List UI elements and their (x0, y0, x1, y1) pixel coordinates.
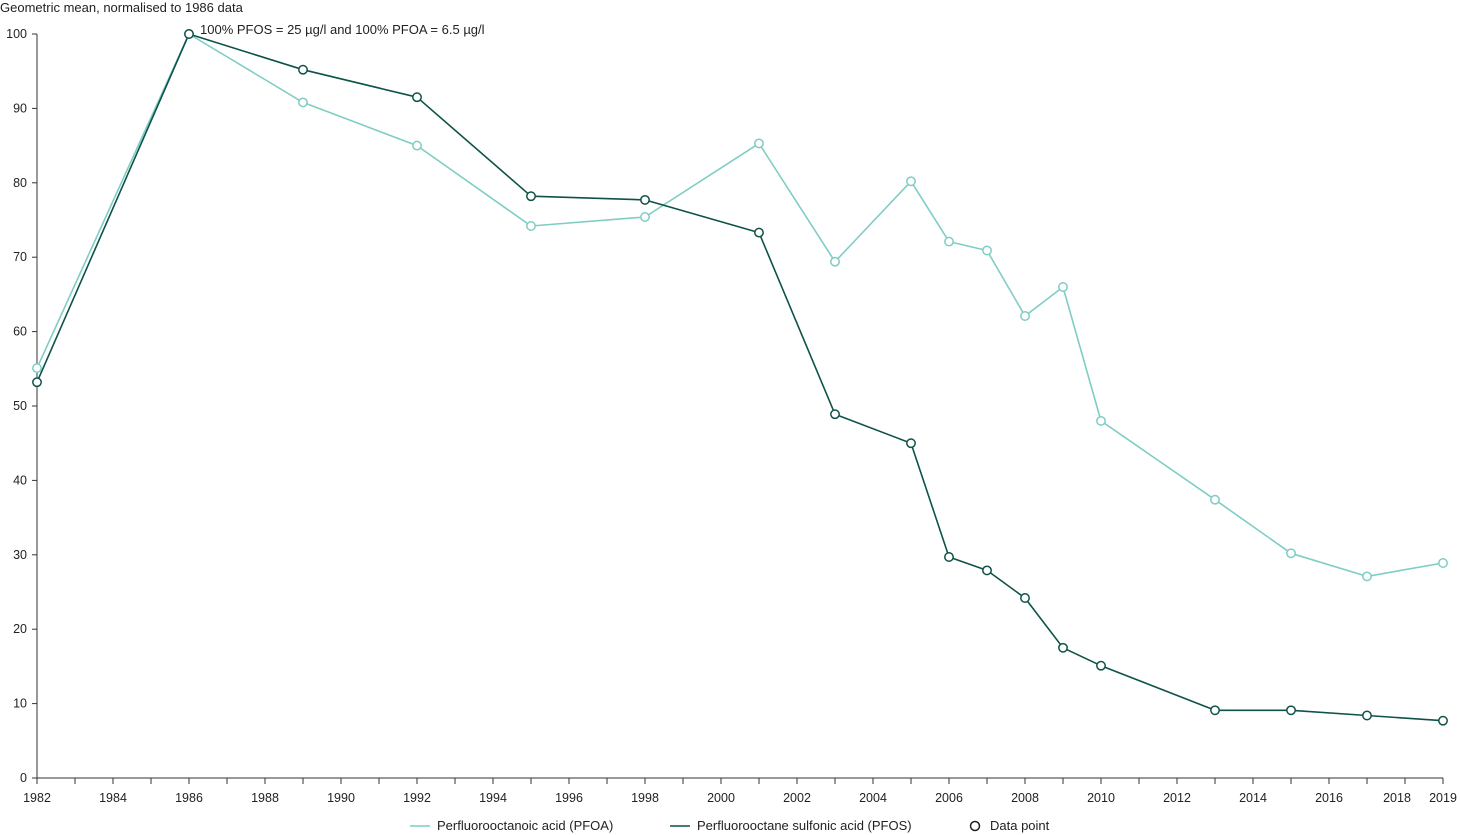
data-point-pfoa (1096, 415, 1106, 426)
legend: Perfluorooctanoic acid (PFOA) Perfluoroo… (410, 818, 1050, 833)
x-tick-label: 2019 (1429, 791, 1457, 805)
data-point-pfoa (298, 97, 308, 108)
data-point-pfos (754, 227, 764, 238)
data-point-pfoa (1058, 282, 1068, 292)
y-tick-label: 80 (13, 176, 27, 190)
data-point-pfos (830, 409, 840, 420)
data-point-pfoa (982, 245, 992, 256)
legend-marker-data-point (969, 820, 981, 832)
y-axis: 0 10 20 30 40 50 60 70 80 90 100 (6, 27, 38, 785)
y-tick-label: 0 (20, 771, 27, 785)
data-point-pfos (1438, 715, 1448, 726)
data-point-pfos (526, 191, 536, 202)
x-tick-label: 2004 (859, 791, 887, 805)
x-axis: 1982 1984 1986 1988 1990 1992 1994 1996 1998 2000… (23, 777, 1457, 805)
data-point-pfos (298, 64, 308, 75)
x-tick-label: 2012 (1163, 791, 1191, 805)
x-tick-label: 1990 (327, 791, 355, 805)
data-point-pfos (906, 438, 916, 449)
data-point-pfoa (754, 138, 764, 149)
chart-annotation: 100% PFOS = 25 µg/l and 100% PFOA = 6.5 … (200, 22, 485, 37)
x-tick-label: 1988 (251, 791, 279, 805)
data-point-pfoa (906, 176, 916, 187)
data-point-pfos (944, 552, 954, 562)
data-point-pfos (184, 29, 194, 39)
x-tick-label: 2006 (935, 791, 963, 805)
series-line-pfoa (36, 33, 1444, 578)
x-tick-label: 2014 (1239, 791, 1267, 805)
legend-label-pfos: Perfluorooctane sulfonic acid (PFOS) (697, 818, 912, 833)
y-tick-label: 70 (13, 250, 27, 264)
y-tick-label: 100 (6, 27, 27, 41)
x-tick-label: 1998 (631, 791, 659, 805)
data-point-pfos (1286, 705, 1296, 716)
y-tick-label: 30 (13, 548, 27, 562)
y-tick-label: 50 (13, 399, 27, 413)
x-tick-label: 1986 (175, 791, 203, 805)
x-tick-label: 1994 (479, 791, 507, 805)
data-point-pfoa (1020, 311, 1030, 321)
data-point-pfos (412, 92, 422, 103)
x-tick-label: 2016 (1315, 791, 1343, 805)
x-tick-label: 2000 (707, 791, 735, 805)
y-tick-label: 40 (13, 473, 27, 487)
data-point-pfos (1058, 642, 1068, 653)
x-tick-label: 2018 (1383, 791, 1411, 805)
data-point-pfoa (526, 221, 536, 231)
series-line-pfos (36, 33, 1444, 722)
data-point-pfoa (944, 236, 954, 247)
data-point-pfos (1020, 593, 1030, 603)
data-point-pfoa (830, 256, 840, 267)
data-point-pfos (1362, 710, 1372, 721)
series-layer (32, 29, 1448, 726)
data-point-pfoa (640, 212, 650, 222)
data-point-pfos (1096, 660, 1106, 671)
data-point-pfos (1210, 705, 1220, 716)
y-tick-label: 60 (13, 325, 27, 339)
data-point-pfos (32, 377, 42, 388)
data-point-pfos (640, 194, 650, 205)
x-tick-label: 2008 (1011, 791, 1039, 805)
x-tick-label: 2010 (1087, 791, 1115, 805)
x-tick-label: 2002 (783, 791, 811, 805)
data-point-pfoa (412, 140, 422, 151)
data-point-pfos (982, 565, 992, 576)
x-tick-label: 1982 (23, 791, 51, 805)
y-axis-title: Geometric mean, normalised to 1986 data (0, 0, 244, 15)
data-point-pfoa (1210, 494, 1220, 505)
y-tick-label: 20 (13, 622, 27, 636)
data-point-pfoa (1286, 548, 1296, 559)
data-point-pfoa (1438, 558, 1448, 568)
y-tick-label: 10 (13, 697, 27, 711)
y-tick-label: 90 (13, 101, 27, 115)
x-tick-label: 1996 (555, 791, 583, 805)
data-point-pfoa (1362, 571, 1372, 582)
x-tick-label: 1992 (403, 791, 431, 805)
legend-label-pfoa: Perfluorooctanoic acid (PFOA) (437, 818, 613, 833)
legend-label-data-point: Data point (990, 818, 1050, 833)
x-tick-label: 1984 (99, 791, 127, 805)
data-point-pfoa (32, 363, 42, 374)
